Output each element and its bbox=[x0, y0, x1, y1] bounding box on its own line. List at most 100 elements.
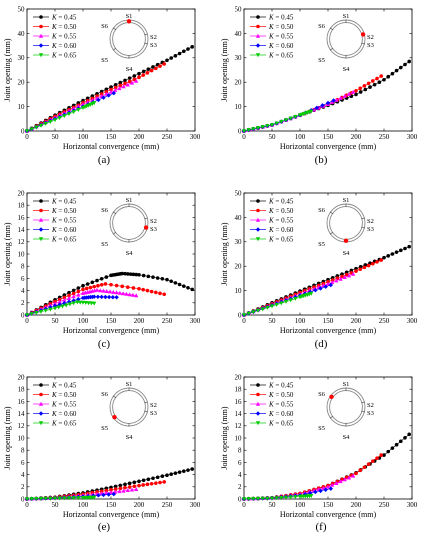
data-point bbox=[130, 292, 136, 297]
y-tick-label: 40 bbox=[235, 30, 243, 38]
ring-joint-6 bbox=[112, 211, 117, 215]
data-point bbox=[338, 95, 343, 100]
y-axis-label: Joint opening (mm) bbox=[3, 406, 12, 469]
data-point bbox=[155, 475, 160, 480]
data-point bbox=[127, 79, 132, 84]
y-tick-label: 50 bbox=[235, 5, 243, 13]
ring-label-s5: S5 bbox=[318, 57, 325, 64]
x-tick-label: 0 bbox=[242, 317, 246, 325]
ring-joint-3 bbox=[361, 42, 365, 45]
data-point bbox=[127, 485, 132, 489]
data-point bbox=[24, 497, 30, 502]
chart-panel-4: 0 50 100 150 200 250 30001020304050Horizontal … bbox=[220, 189, 418, 335]
panel-label-e: (e) bbox=[97, 521, 111, 533]
legend-marker bbox=[38, 411, 44, 416]
legend-entry: K = 0.60 bbox=[268, 410, 294, 418]
y-tick-label: 30 bbox=[235, 238, 243, 246]
data-point bbox=[141, 73, 145, 77]
data-point bbox=[103, 294, 108, 300]
data-point bbox=[64, 303, 69, 308]
ring-label-s2: S2 bbox=[150, 402, 157, 409]
data-point bbox=[71, 496, 76, 501]
legend-entry: K = 0.65 bbox=[51, 236, 77, 244]
ring-outer bbox=[326, 203, 366, 243]
ring-label-s2: S2 bbox=[367, 218, 374, 225]
data-point bbox=[375, 76, 379, 81]
y-axis-label: Joint opening (mm) bbox=[220, 406, 229, 469]
data-point bbox=[403, 435, 407, 440]
data-point bbox=[29, 312, 34, 317]
y-tick-label: 40 bbox=[235, 214, 243, 222]
data-point bbox=[48, 303, 53, 308]
ring-label-s5: S5 bbox=[101, 241, 108, 248]
data-point bbox=[246, 128, 251, 133]
data-point bbox=[375, 456, 379, 460]
legend-marker bbox=[256, 392, 260, 397]
y-tick-label: 14 bbox=[18, 410, 26, 418]
y-tick-label: 16 bbox=[235, 398, 243, 406]
data-point bbox=[323, 487, 328, 492]
x-tick-label: 200 bbox=[134, 317, 145, 325]
data-point bbox=[407, 59, 412, 64]
data-point bbox=[109, 87, 113, 92]
ring-label-s5: S5 bbox=[318, 425, 325, 432]
data-point bbox=[354, 269, 358, 273]
legend-entry: K = 0.50 bbox=[268, 23, 294, 31]
data-point bbox=[162, 292, 166, 297]
data-point bbox=[76, 297, 81, 302]
legend-entry: K = 0.65 bbox=[268, 52, 294, 60]
data-point bbox=[111, 289, 116, 294]
data-point bbox=[86, 301, 91, 306]
y-tick-label: 6 bbox=[238, 459, 242, 467]
legend: K = 0.45K = 0.50 K = 0.55K = 0.60 K = 0.65 bbox=[250, 382, 294, 428]
series-5 bbox=[24, 495, 97, 502]
data-point bbox=[269, 304, 275, 309]
data-point bbox=[366, 81, 371, 86]
y-tick-label: 0 bbox=[238, 127, 242, 135]
data-point bbox=[141, 287, 145, 292]
legend-marker bbox=[38, 217, 44, 222]
legend-entry: K = 0.60 bbox=[51, 410, 77, 418]
ring-label-s4: S4 bbox=[126, 66, 134, 73]
data-point bbox=[48, 120, 53, 125]
ring-label-s6: S6 bbox=[101, 391, 109, 398]
data-point bbox=[48, 496, 53, 501]
y-axis-label: Joint opening (mm) bbox=[3, 222, 12, 285]
data-point bbox=[81, 287, 85, 292]
ring-inner bbox=[329, 206, 363, 240]
data-point bbox=[372, 82, 377, 87]
data-point bbox=[52, 306, 58, 311]
data-point bbox=[57, 302, 62, 307]
data-point bbox=[92, 301, 97, 306]
ring-joint-5 bbox=[329, 415, 334, 419]
x-axis-label: Horizontal convergence (mm) bbox=[280, 142, 377, 151]
y-tick-label: 8 bbox=[21, 263, 25, 271]
data-point bbox=[190, 467, 194, 471]
data-point bbox=[154, 481, 158, 485]
data-point bbox=[108, 490, 114, 495]
y-tick-label: 16 bbox=[18, 398, 26, 406]
legend-entry: K = 0.65 bbox=[51, 52, 77, 60]
highlighted-joint-marker bbox=[329, 394, 334, 400]
ring-joint-5 bbox=[329, 231, 334, 235]
data-point bbox=[113, 83, 118, 87]
data-point bbox=[88, 285, 93, 290]
data-point bbox=[34, 310, 39, 315]
ring-label-s2: S2 bbox=[150, 218, 157, 225]
data-point bbox=[141, 478, 146, 483]
data-point bbox=[283, 299, 289, 304]
legend: K = 0.45K = 0.50 K = 0.55K = 0.60 K = 0.65 bbox=[250, 198, 294, 244]
data-point bbox=[320, 103, 325, 108]
legend-marker bbox=[255, 401, 261, 406]
ring-inner bbox=[112, 390, 146, 424]
data-point bbox=[241, 129, 247, 134]
data-point bbox=[114, 283, 119, 288]
x-tick-label: 300 bbox=[407, 133, 418, 141]
data-point bbox=[269, 496, 275, 501]
data-point bbox=[121, 488, 126, 493]
data-point bbox=[132, 77, 137, 82]
legend-marker bbox=[255, 237, 261, 242]
ring-label-s6: S6 bbox=[318, 23, 326, 30]
ring-label-s4: S4 bbox=[126, 434, 134, 441]
